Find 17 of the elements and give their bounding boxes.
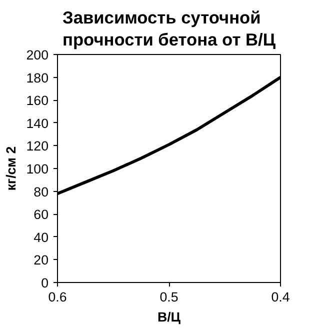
y-tick-label: 80 xyxy=(34,184,49,200)
y-tick-label: 0 xyxy=(41,276,49,290)
y-tick-label: 160 xyxy=(26,93,49,108)
y-tick-label: 180 xyxy=(26,70,49,86)
y-tick-label: 140 xyxy=(26,116,49,131)
y-tick-label: 60 xyxy=(34,207,49,222)
x-tick-label: 0.5 xyxy=(160,290,178,304)
y-tick-label: 200 xyxy=(26,48,49,62)
chart-title: Зависимость суточной прочности бетона от В/Ц xyxy=(62,8,276,50)
y-tick-label: 20 xyxy=(34,252,49,268)
x-tick-label: 0.6 xyxy=(48,290,67,304)
y-tick-label: 120 xyxy=(26,138,49,154)
y-tick-label: 40 xyxy=(34,230,49,245)
y-axis-title: кг/см 2 xyxy=(3,146,18,191)
x-axis-title: В/Ц xyxy=(157,310,181,324)
y-tick-label: 100 xyxy=(26,162,49,176)
x-tick-label: 0.4 xyxy=(271,290,290,304)
